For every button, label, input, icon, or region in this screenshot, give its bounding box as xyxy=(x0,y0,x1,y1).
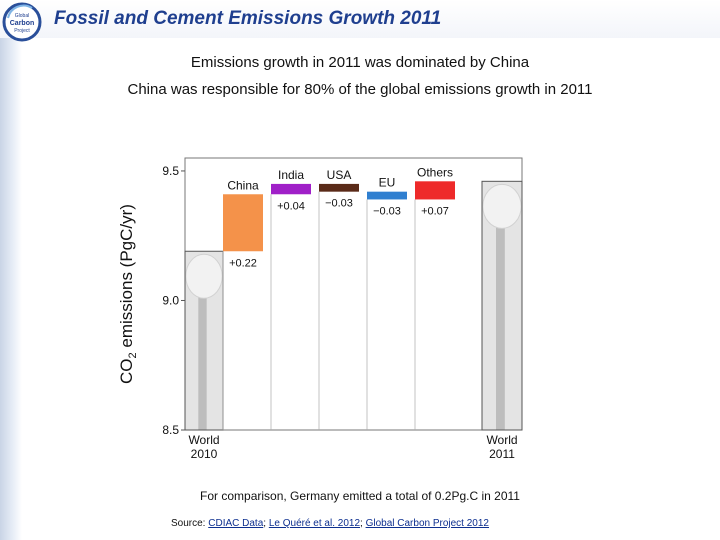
category-label-usa: USA xyxy=(327,168,352,182)
smokestack-2010-chimney xyxy=(198,291,207,430)
value-label-others: +0.07 xyxy=(421,205,449,217)
logo-text-1: Global xyxy=(15,13,29,19)
bar-others xyxy=(415,181,455,200)
logo-text-2: Carbon xyxy=(10,20,35,27)
bar-eu xyxy=(367,191,407,200)
bar-world-2011 xyxy=(481,180,523,431)
bar-india xyxy=(271,183,311,195)
y-axis-label-pre: CO xyxy=(117,358,136,384)
source-line: Source: CDIAC Data; Le Quéré et al. 2012… xyxy=(171,518,489,529)
source-link-cdiac[interactable]: CDIAC Data xyxy=(208,518,264,529)
value-label-usa: −0.03 xyxy=(325,198,353,210)
comparison-note: For comparison, Germany emitted a total … xyxy=(200,489,520,503)
ytick-label-1: 9.0 xyxy=(162,293,179,307)
logo-text-3: Project xyxy=(14,28,30,34)
category-label-eu: EU xyxy=(379,176,396,190)
left-decorative-band xyxy=(0,0,22,540)
source-prefix: Source: xyxy=(171,518,209,529)
smokestack-2010-smoke xyxy=(185,253,223,299)
value-label-china: +0.22 xyxy=(229,257,257,269)
category-label-others: Others xyxy=(417,165,453,179)
emissions-waterfall-chart: China +0.22 India +0.04 USA −0.03 EU −0.03 Other… xyxy=(117,157,523,461)
value-label-eu: −0.03 xyxy=(373,205,401,217)
y-axis-label: CO2 emissions (PgC/yr) xyxy=(117,204,139,384)
bar-china xyxy=(223,194,263,252)
category-label-india: India xyxy=(278,168,304,182)
y-axis-label-post: emissions (PgC/yr) xyxy=(117,204,136,352)
ytick-label-0: 8.5 xyxy=(162,423,179,437)
source-link-gcp[interactable]: Global Carbon Project 2012 xyxy=(365,518,489,529)
x-label-2011-line2: 2011 xyxy=(489,447,515,461)
bar-usa xyxy=(319,183,359,192)
source-separator-1: ; xyxy=(263,518,269,529)
source-link-le-quere[interactable]: Le Quéré et al. 2012 xyxy=(268,518,361,529)
ytick-label-2: 9.5 xyxy=(162,164,179,178)
smokestack-2011-smoke xyxy=(482,183,522,229)
header-bar xyxy=(0,0,720,38)
y-axis-label-sub: 2 xyxy=(127,352,139,358)
x-label-2010-line1: World xyxy=(188,433,219,447)
x-label-2011-line1: World xyxy=(486,433,517,447)
global-carbon-project-logo: Global Carbon Project xyxy=(2,2,42,42)
source-separator-2: ; xyxy=(360,518,366,529)
page-title: Fossil and Cement Emissions Growth 2011 xyxy=(54,8,442,29)
x-label-2010-line2: 2010 xyxy=(191,447,218,461)
category-label-china: China xyxy=(227,178,259,192)
smokestack-2011-chimney xyxy=(496,221,505,430)
subtitle-line-2: China was responsible for 80% of the glo… xyxy=(127,81,593,98)
value-label-india: +0.04 xyxy=(277,200,305,212)
subtitle-line-1: Emissions growth in 2011 was dominated b… xyxy=(190,54,530,71)
